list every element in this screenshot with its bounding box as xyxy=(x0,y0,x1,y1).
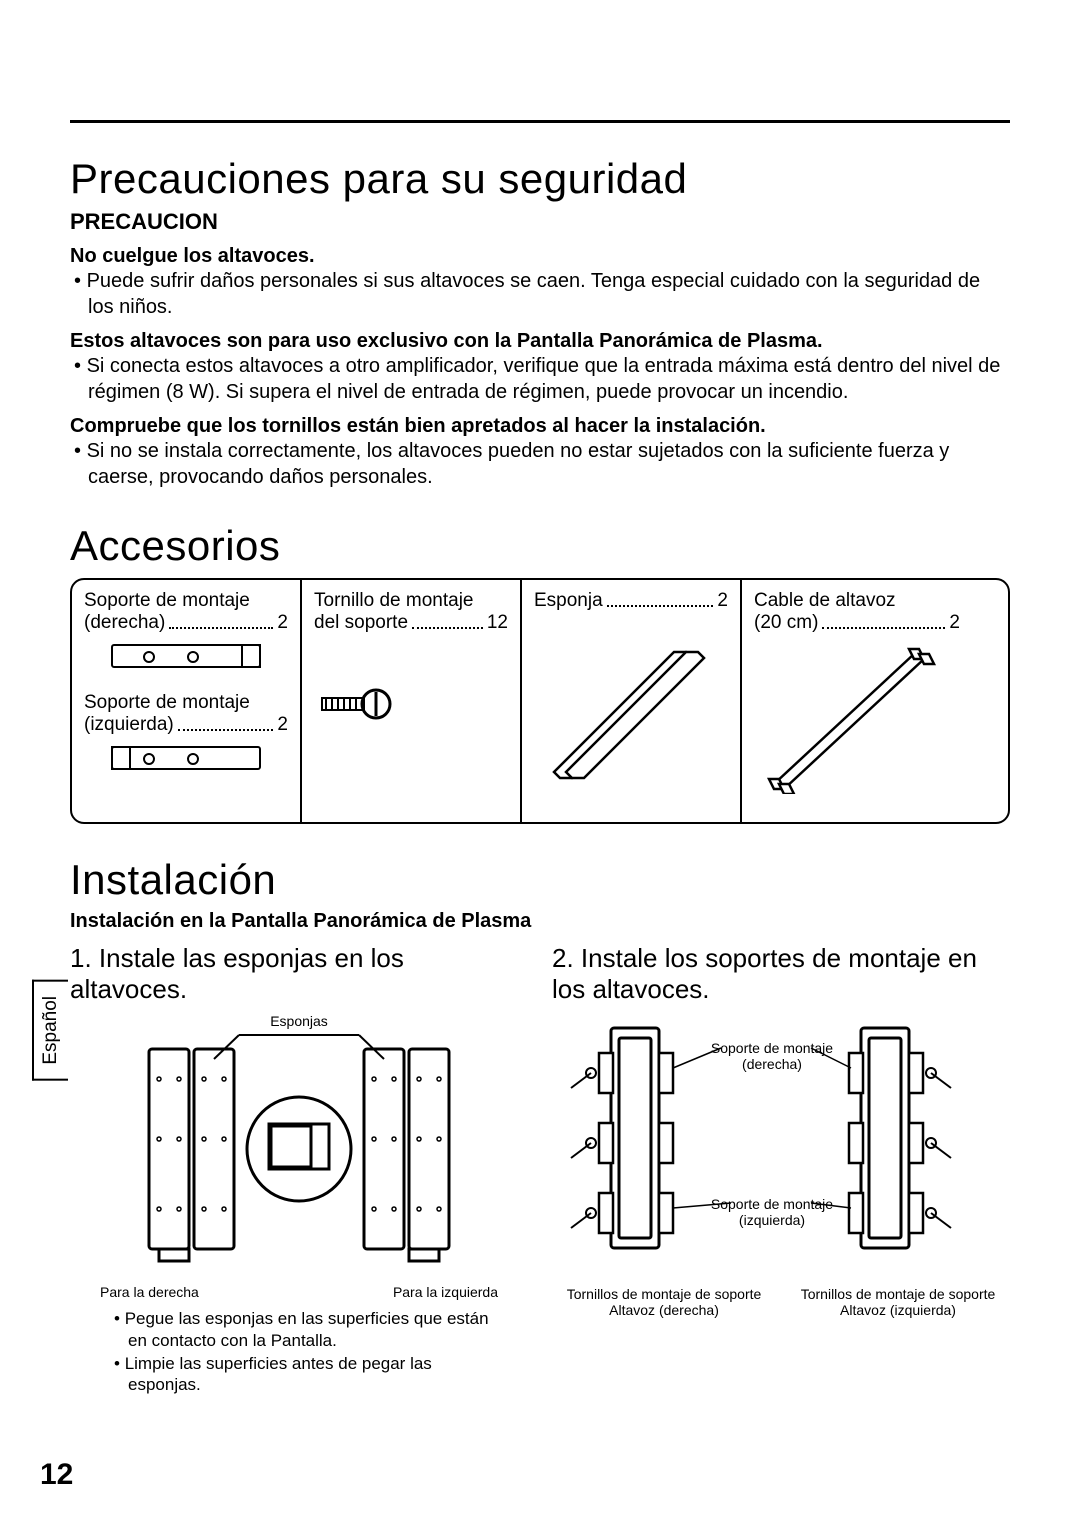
sec1-title: Precauciones para su seguridad xyxy=(70,155,1010,203)
acc-sub: del soporte xyxy=(314,612,408,634)
screws-label-left: Tornillos de montaje de soporte xyxy=(562,1286,766,1302)
acc-label: Soporte de montaje xyxy=(84,692,288,714)
acc-qty: 2 xyxy=(277,612,288,634)
accessories-table: Soporte de montaje (derecha) 2 Soporte d… xyxy=(70,578,1010,824)
warn2-bold: Estos altavoces son para uso exclusivo c… xyxy=(70,330,1010,353)
page: Precauciones para su seguridad PRECAUCIO… xyxy=(0,0,1080,1520)
install-subhead: Instalación en la Pantalla Panorámica de… xyxy=(70,910,1010,933)
esponjas-label: Esponjas xyxy=(70,1013,528,1029)
acc-line: (izquierda) 2 xyxy=(84,714,288,736)
acc-cell: Tornillo de montaje del soporte 12 xyxy=(302,580,522,822)
language-tab: Español xyxy=(32,980,68,1081)
acc-line: del soporte 12 xyxy=(314,612,508,634)
warn1-bullet: Puede sufrir daños personales si sus alt… xyxy=(70,268,1010,320)
acc-line: Esponja 2 xyxy=(534,590,728,612)
warn1-bold: No cuelgue los altavoces. xyxy=(70,245,1010,268)
right-speaker-label: Para la izquierda xyxy=(393,1284,498,1300)
acc-sub: (20 cm) xyxy=(754,612,818,634)
warn2-bullet: Si conecta estos altavoces a otro amplif… xyxy=(70,353,1010,405)
bracket-right-label: Soporte de montaje (derecha) xyxy=(702,1040,842,1072)
page-number: 12 xyxy=(40,1458,73,1492)
step1-bullet: Limpie las superficies antes de pegar la… xyxy=(110,1353,508,1396)
bracket-left-icon xyxy=(84,740,288,786)
caution-head: PRECAUCION xyxy=(70,209,1010,235)
screw-icon xyxy=(314,684,404,730)
acc-line: (derecha) 2 xyxy=(84,612,288,634)
step2-col: 2. Instale los soportes de montaje en lo… xyxy=(552,943,1010,1397)
acc-sub: (izquierda) xyxy=(84,714,174,736)
acc-qty: 2 xyxy=(949,612,960,634)
dots-icon xyxy=(822,627,945,629)
warn3-bold: Compruebe que los tornillos están bien a… xyxy=(70,415,1010,438)
acc-qty: 2 xyxy=(277,714,288,736)
acc-label: Soporte de montaje xyxy=(84,590,288,612)
top-rule xyxy=(70,120,1010,123)
bracket-left-label: Soporte de montaje (izquierda) xyxy=(702,1196,842,1228)
dots-icon xyxy=(178,729,274,731)
speaker-cable-icon xyxy=(754,644,944,794)
acc-cell: Soporte de montaje (derecha) 2 Soporte d… xyxy=(72,580,302,822)
bracket-right-icon xyxy=(84,638,288,684)
acc-cell: Cable de altavoz (20 cm) 2 xyxy=(742,580,972,822)
acc-label: Cable de altavoz xyxy=(754,590,960,612)
sponge-strips-icon xyxy=(534,632,714,782)
step1-col: 1. Instale las esponjas en los altavoces… xyxy=(70,943,528,1397)
dots-icon xyxy=(607,605,714,607)
step1-illustration: Esponjas xyxy=(70,1013,528,1300)
acc-label: Tornillo de montaje xyxy=(314,590,508,612)
sec2-title: Accesorios xyxy=(70,522,1010,570)
screws-label-right: Tornillos de montaje de soporte xyxy=(796,1286,1000,1302)
acc-qty: 2 xyxy=(717,590,728,612)
warn3-bullet: Si no se instala correctamente, los alta… xyxy=(70,438,1010,490)
step1-title: 1. Instale las esponjas en los altavoces… xyxy=(70,943,528,1005)
speaker-left-label: Altavoz (izquierda) xyxy=(796,1302,1000,1318)
install-columns: 1. Instale las esponjas en los altavoces… xyxy=(70,943,1010,1397)
acc-qty: 12 xyxy=(487,612,508,634)
acc-sub: (derecha) xyxy=(84,612,165,634)
acc-cell: Esponja 2 xyxy=(522,580,742,822)
step2-illustration: Soporte de montaje (derecha) Soporte de … xyxy=(552,1013,1010,1278)
left-speaker-label: Para la derecha xyxy=(100,1284,199,1300)
dots-icon xyxy=(412,627,483,629)
speaker-right-label: Altavoz (derecha) xyxy=(562,1302,766,1318)
sec3-title: Instalación xyxy=(70,856,1010,904)
dots-icon xyxy=(169,627,273,629)
step1-bullet: Pegue las esponjas en las superficies qu… xyxy=(110,1308,508,1351)
acc-label: Esponja xyxy=(534,590,603,612)
acc-line: (20 cm) 2 xyxy=(754,612,960,634)
step2-title: 2. Instale los soportes de montaje en lo… xyxy=(552,943,1010,1005)
